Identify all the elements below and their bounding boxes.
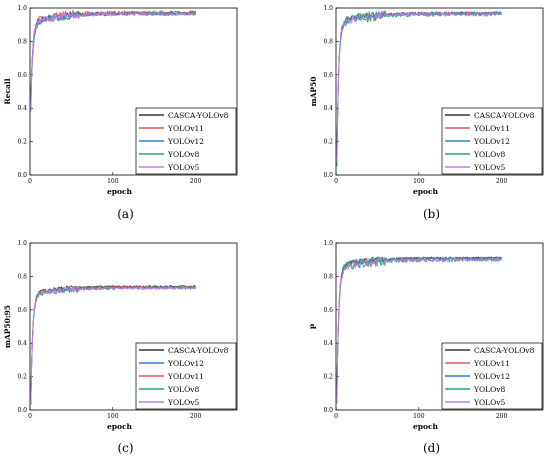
legend-entry: YOLOv11 bbox=[167, 372, 204, 381]
y-tick-label: 0.6 bbox=[17, 307, 27, 314]
y-tick-label: 0.8 bbox=[17, 273, 27, 280]
y-tick-label: 0.8 bbox=[323, 273, 333, 280]
x-tick-label: 0 bbox=[334, 178, 338, 185]
y-tick-label: 0.0 bbox=[323, 172, 333, 179]
y-tick-label: 0.6 bbox=[323, 307, 333, 314]
plot-frame bbox=[29, 7, 238, 176]
series-line-casca-yolov8 bbox=[30, 10, 197, 100]
x-tick-label: 0 bbox=[334, 413, 338, 420]
legend: CASCA-YOLOv8 YOLOv11 YOLOv12 YOLOv8 YOLOv5 bbox=[441, 342, 543, 410]
y-tick-label: 0.4 bbox=[323, 340, 333, 347]
y-tick-label: 0.8 bbox=[323, 38, 333, 45]
series-line-yolov5 bbox=[30, 11, 196, 109]
chart-panel-4: 0.0 0.2 0.4 0.6 0.8 1.0 0 100 200 epoch P CASCA-YOL… bbox=[309, 240, 544, 455]
y-tick-label: 1.0 bbox=[323, 240, 333, 247]
legend-entry: YOLOv12 bbox=[167, 359, 204, 368]
x-tick-label: 100 bbox=[107, 178, 119, 185]
legend-entry: CASCA-YOLOv8 bbox=[168, 346, 229, 355]
y-tick-label: 0.0 bbox=[17, 407, 27, 414]
x-tick-label: 200 bbox=[496, 178, 508, 185]
panel-caption: (a) bbox=[117, 207, 134, 221]
series-line-yolov11 bbox=[30, 9, 197, 109]
legend-entry: YOLOv5 bbox=[473, 398, 505, 407]
legend-entry: YOLOv8 bbox=[167, 385, 199, 394]
legend-entry: YOLOv5 bbox=[167, 398, 199, 407]
y-tick-label: 0.0 bbox=[323, 407, 333, 414]
series-line-yolov8 bbox=[30, 286, 196, 405]
x-axis-label: epoch bbox=[107, 422, 133, 431]
legend-entry: YOLOv12 bbox=[473, 372, 510, 381]
legend-box bbox=[135, 107, 237, 175]
legend-entry: YOLOv8 bbox=[473, 150, 505, 159]
y-tick-label: 0.2 bbox=[17, 374, 27, 381]
legend-entry: YOLOv12 bbox=[167, 137, 204, 146]
x-tick-label: 100 bbox=[413, 413, 425, 420]
legend: CASCA-YOLOv8 YOLOv12 YOLOv11 YOLOv8 YOLOv5 bbox=[135, 342, 237, 410]
legend-entry: CASCA-YOLOv8 bbox=[168, 111, 229, 120]
y-tick-label: 0.2 bbox=[17, 139, 27, 146]
y-tick-label: 1.0 bbox=[323, 5, 333, 12]
chart-panel-3: 0.0 0.2 0.4 0.6 0.8 1.0 0 100 200 epoch mAP50:95 CA… bbox=[3, 240, 238, 455]
legend-entry: CASCA-YOLOv8 bbox=[474, 346, 535, 355]
legend-entry: CASCA-YOLOv8 bbox=[474, 111, 535, 120]
y-tick-label: 1.0 bbox=[17, 5, 27, 12]
legend-entry: YOLOv12 bbox=[473, 137, 510, 146]
y-tick-label: 0.8 bbox=[17, 38, 27, 45]
legend-entry: YOLOv11 bbox=[473, 359, 510, 368]
x-axis-label: epoch bbox=[413, 422, 439, 431]
y-tick-label: 0.2 bbox=[323, 139, 333, 146]
panel-caption: (b) bbox=[423, 207, 440, 221]
series-line-yolov5 bbox=[30, 286, 196, 404]
y-tick-label: 0.4 bbox=[323, 105, 333, 112]
series-line-yolov5 bbox=[336, 257, 502, 402]
legend: CASCA-YOLOv8 YOLOv11 YOLOv12 YOLOv8 YOLOv5 bbox=[441, 107, 543, 175]
y-axis-label: P bbox=[309, 323, 318, 329]
x-tick-label: 100 bbox=[107, 413, 119, 420]
x-tick-label: 200 bbox=[496, 413, 508, 420]
y-tick-label: 0.2 bbox=[323, 374, 333, 381]
series-line-yolov8 bbox=[336, 256, 502, 404]
plot-frame bbox=[29, 242, 238, 411]
y-tick-label: 1.0 bbox=[17, 240, 27, 247]
x-axis-label: epoch bbox=[107, 187, 133, 196]
legend-entry: YOLOv5 bbox=[167, 163, 199, 172]
y-tick-label: 0.4 bbox=[17, 340, 27, 347]
series-line-yolov5 bbox=[336, 11, 502, 162]
chart-panel-1: 0.0 0.2 0.4 0.6 0.8 1.0 0 100 200 epoch Recall CASC… bbox=[3, 5, 238, 221]
panel-caption: (d) bbox=[423, 441, 440, 455]
y-tick-label: 0.4 bbox=[17, 105, 27, 112]
series-line-yolov8 bbox=[336, 10, 502, 167]
series-line-yolov12 bbox=[30, 12, 196, 105]
legend-entry: YOLOv11 bbox=[473, 124, 510, 133]
legend: CASCA-YOLOv8 YOLOv11 YOLOv12 YOLOv8 YOLOv5 bbox=[135, 107, 237, 175]
x-tick-label: 200 bbox=[190, 178, 202, 185]
legend-entry: YOLOv8 bbox=[167, 150, 199, 159]
x-tick-label: 200 bbox=[190, 413, 202, 420]
legend-entry: YOLOv5 bbox=[473, 163, 505, 172]
x-tick-label: 0 bbox=[28, 178, 32, 185]
series-line-yolov8 bbox=[30, 11, 196, 112]
x-axis-label: epoch bbox=[413, 187, 439, 196]
y-tick-label: 0.6 bbox=[17, 72, 27, 79]
y-axis-label: Recall bbox=[3, 78, 12, 104]
panel-caption: (c) bbox=[117, 441, 133, 455]
x-tick-label: 0 bbox=[28, 413, 32, 420]
y-tick-label: 0.0 bbox=[17, 172, 27, 179]
y-tick-label: 0.6 bbox=[323, 72, 333, 79]
y-axis-label: mAP50:95 bbox=[3, 305, 12, 348]
chart-panel-2: 0.0 0.2 0.4 0.6 0.8 1.0 0 100 200 epoch mAP50 CASCA… bbox=[309, 5, 544, 221]
plot-frame bbox=[335, 242, 544, 411]
y-axis-label: mAP50 bbox=[309, 77, 318, 107]
plot-frame bbox=[335, 7, 544, 176]
x-tick-label: 100 bbox=[413, 178, 425, 185]
legend-entry: YOLOv8 bbox=[473, 385, 505, 394]
legend-entry: YOLOv11 bbox=[167, 124, 204, 133]
